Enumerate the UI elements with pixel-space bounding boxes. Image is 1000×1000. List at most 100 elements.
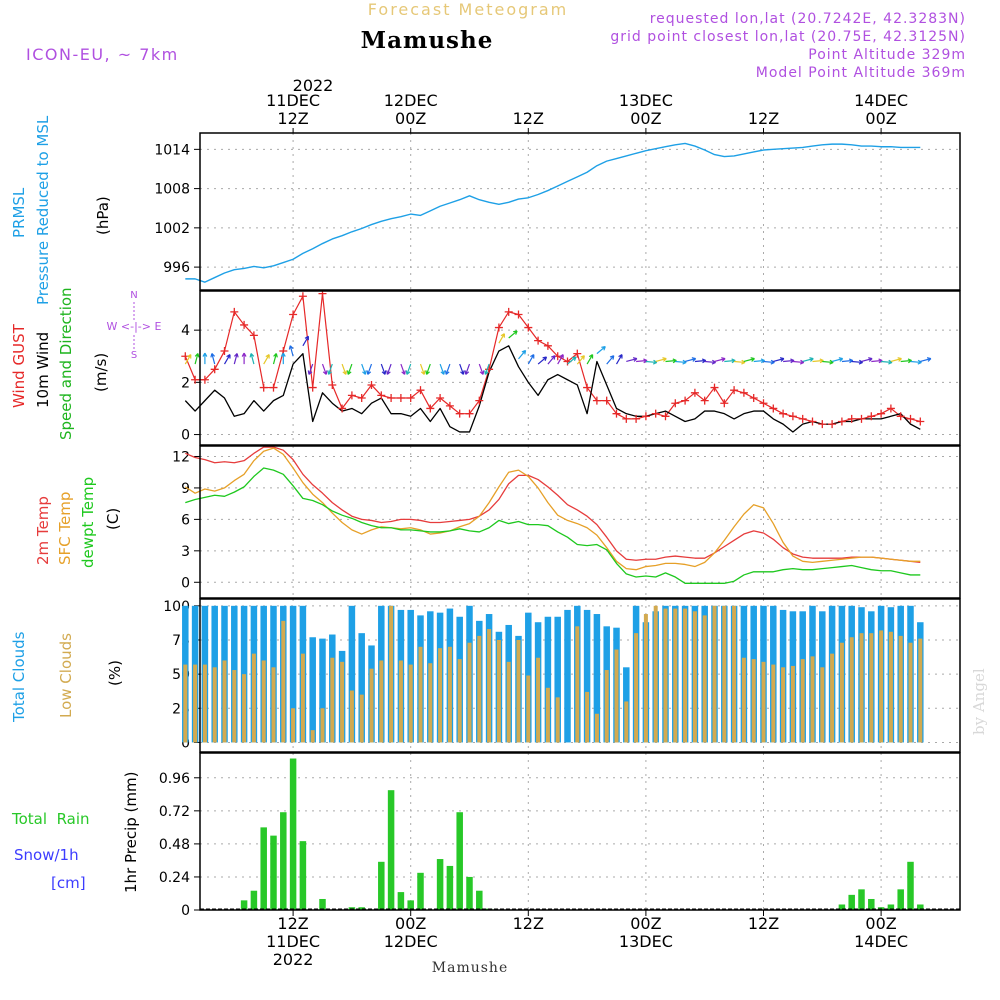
bottom-axis-label: 00Z <box>865 914 896 933</box>
wind-gust-marker <box>592 396 601 405</box>
precip-ytick-label: 0.24 <box>159 870 190 886</box>
rain-bar <box>319 898 326 910</box>
wind-gust-marker <box>651 409 660 418</box>
wind-gust-marker <box>367 380 376 389</box>
wind-gust-marker <box>338 404 347 413</box>
wind-direction-arrow <box>386 363 392 375</box>
low-cloud-bar <box>918 638 923 743</box>
requested-point: requested lon,lat (20.7242E, 42.3283N) <box>650 11 966 27</box>
wind-gust-marker <box>739 388 748 397</box>
wind-gust-marker <box>779 409 788 418</box>
total-cloud-bar <box>544 616 552 743</box>
compass-south: S <box>131 350 137 361</box>
wind-gust-marker <box>485 365 494 374</box>
wind-gust-marker <box>828 420 837 429</box>
wind-gust-marker <box>730 386 739 395</box>
wind-gust-marker <box>573 349 582 358</box>
wind-direction-arrow <box>459 363 465 375</box>
low-cloud-bar <box>692 611 697 743</box>
top-axis-label: 13DEC <box>619 91 673 110</box>
wind-direction-arrow <box>223 354 231 365</box>
low-cloud-bar <box>526 675 531 743</box>
pressure-ytick-label: 1008 <box>154 182 190 198</box>
low-cloud-bar <box>751 659 756 743</box>
wind-direction-arrow <box>478 363 485 375</box>
wind-direction-arrow <box>202 352 208 365</box>
total-cloud-bar <box>564 609 571 743</box>
top-axis-label: 14DEC <box>854 91 908 110</box>
wind-direction-arrow <box>194 353 200 365</box>
total-cloud-bar <box>554 616 561 743</box>
compass-north: N <box>130 290 137 301</box>
wind-gust-marker <box>249 331 258 340</box>
wind-gust-marker <box>230 307 239 316</box>
wind-gust-marker <box>406 394 415 403</box>
wind-gust-marker <box>916 417 925 426</box>
wind-direction-arrow <box>508 330 518 339</box>
wind-gust-marker <box>808 417 817 426</box>
wind-direction-arrow <box>400 363 406 375</box>
precip-ytick-label: 0.48 <box>159 837 190 853</box>
panels: 996100210081014024036912025507510000.240… <box>154 132 961 919</box>
wind-direction-arrow <box>547 355 556 365</box>
bottom-axis-label: 11DEC <box>266 932 320 951</box>
wind-gust-marker <box>436 394 445 403</box>
bottom-axis-label: 12Z <box>277 914 308 933</box>
precip-labels: Total Rain Snow/1h [cm] 1hr Precip (mm) <box>11 772 140 893</box>
low-cloud-bar <box>300 653 305 743</box>
low-cloud-bar <box>212 667 217 743</box>
pressure-label-prmsl: PRMSL <box>10 187 28 238</box>
wind-direction-arrow <box>920 357 932 363</box>
wind-gust-marker <box>818 420 827 429</box>
bottom-axis-label: 14DEC <box>854 932 908 951</box>
low-cloud-bar <box>340 661 345 743</box>
rain-bar <box>436 859 444 910</box>
wind-gust-marker <box>759 399 768 408</box>
wind-direction-arrow <box>724 358 736 364</box>
low-cloud-bar <box>477 635 482 743</box>
rain-bar <box>270 835 277 910</box>
wind-direction-arrow <box>645 359 658 365</box>
low-cloud-bar <box>379 660 384 743</box>
pressure-label-unit: (hPa) <box>94 196 112 235</box>
pressure-line <box>185 142 921 283</box>
wind-direction-arrow <box>596 345 606 355</box>
wind-direction-arrow <box>484 363 490 375</box>
wind-gust-marker <box>220 347 229 356</box>
low-cloud-bar <box>398 660 403 743</box>
total-cloud-bar <box>319 638 326 743</box>
temp-label-sfc: SFC Temp <box>56 492 74 565</box>
wind-gust-marker <box>720 399 729 408</box>
wind-ytick-label: 0 <box>181 428 190 444</box>
wind-gust-marker <box>396 394 405 403</box>
wind-direction-arrow <box>694 358 707 364</box>
low-cloud-bar <box>516 639 521 743</box>
temperature-ytick-label: 3 <box>181 544 190 560</box>
pressure-ytick-label: 996 <box>163 260 190 276</box>
wind-gust-marker <box>328 380 337 389</box>
low-cloud-bar <box>575 626 580 743</box>
low-cloud-bar <box>193 664 198 743</box>
low-cloud-bar <box>222 660 227 743</box>
temperature-panel: 0 3 6 9 12 <box>172 446 960 598</box>
low-cloud-bar <box>849 637 854 743</box>
wind-gust-marker <box>857 414 866 423</box>
top-axis-label: 00Z <box>630 109 661 128</box>
wind-direction-arrow <box>405 363 412 375</box>
wind-gust-marker <box>543 341 552 350</box>
wind-direction-arrow <box>346 363 353 375</box>
low-cloud-bar <box>604 670 609 743</box>
location-title: Mamushe <box>361 27 494 54</box>
footer-location: Mamushe <box>432 960 508 976</box>
precip-ytick-label: 0.96 <box>159 771 190 787</box>
low-cloud-bar <box>888 631 893 743</box>
low-cloud-bar <box>349 690 354 743</box>
low-cloud-bar <box>712 605 717 743</box>
wind-gust-marker <box>690 388 699 397</box>
low-cloud-bar <box>732 605 737 743</box>
top-axis-label: 11DEC <box>266 91 320 110</box>
top-axis-label: 00Z <box>395 109 426 128</box>
low-cloud-bar <box>634 633 639 743</box>
